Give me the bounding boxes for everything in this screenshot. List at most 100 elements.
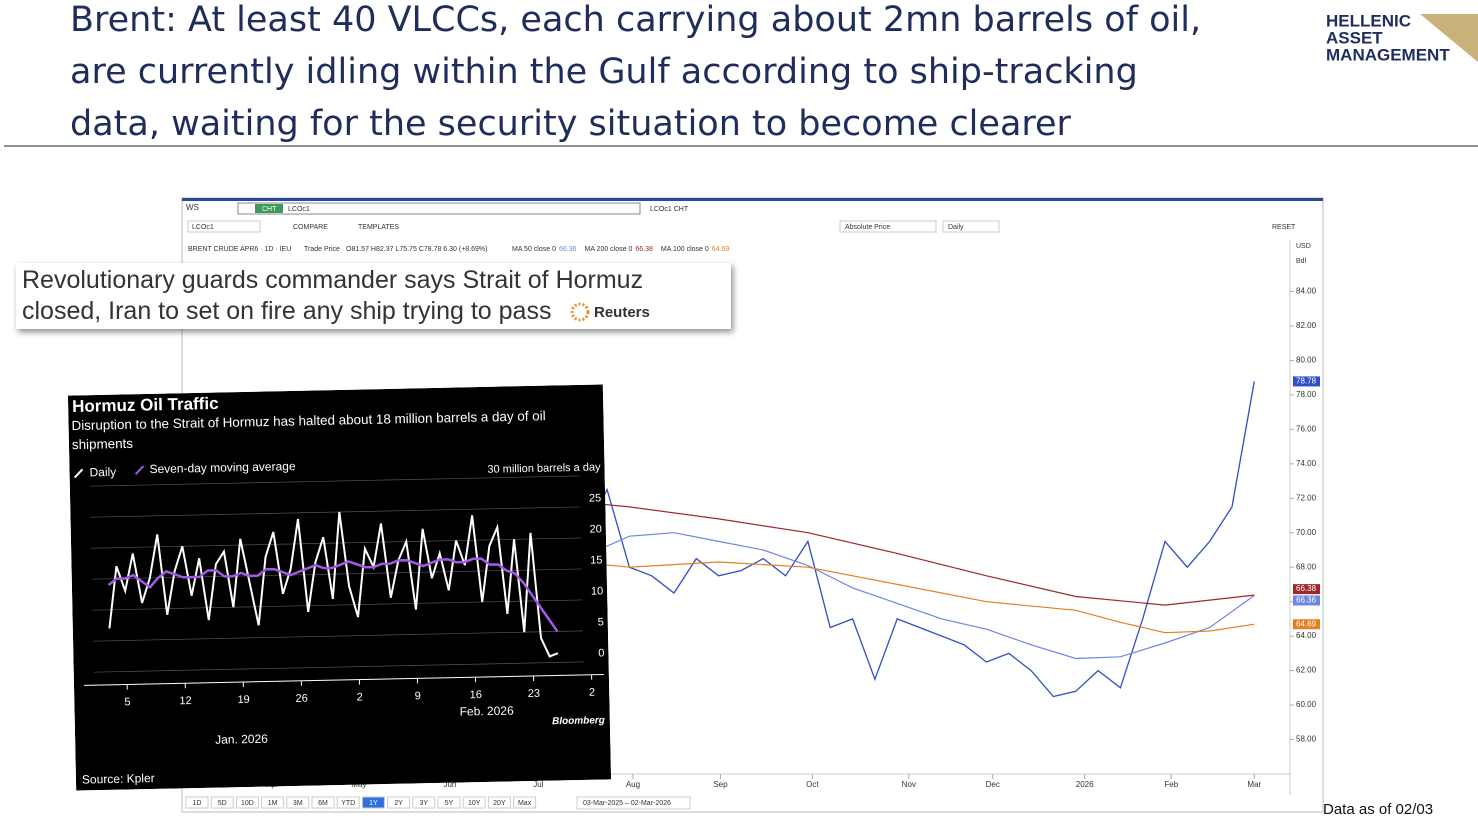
range-button[interactable] — [462, 796, 486, 809]
range-label: 1Y — [369, 800, 378, 807]
range-button[interactable] — [361, 796, 385, 809]
y-tick-label: 64.00 — [1296, 631, 1317, 640]
x-tick-label: Oct — [806, 780, 819, 789]
x-tick-label: 26 — [295, 693, 307, 705]
tab[interactable]: WS — [186, 203, 199, 212]
logo-text: MANAGEMENT — [1326, 45, 1450, 64]
series-line — [540, 558, 1255, 634]
button[interactable]: COMPARE — [293, 224, 328, 231]
legend-swatch — [134, 465, 145, 475]
y-tick-label: 62.00 — [1296, 666, 1317, 675]
x-tick-label: 2 — [357, 691, 363, 703]
chart-title: Hormuz Oil Traffic — [72, 394, 219, 416]
y-tick-label: 68.00 — [1296, 562, 1317, 571]
button[interactable]: RESET — [1272, 224, 1296, 231]
tab: CHT — [262, 206, 277, 213]
range-button[interactable] — [185, 796, 209, 809]
ohlc: O81.57 H82.37 L75.75 C78.78 6.30 (+8.69%… — [346, 246, 487, 253]
x-axis — [83, 673, 604, 686]
currency: USD — [1296, 243, 1311, 250]
price-label: Trade Price — [304, 246, 340, 253]
series-line — [107, 557, 559, 633]
range-button[interactable] — [412, 796, 436, 809]
range-label: 1D — [193, 800, 202, 807]
range-label: Max — [518, 800, 532, 807]
dropdown[interactable] — [942, 220, 1000, 233]
annotation: Feb. 2026 — [459, 704, 514, 719]
range-label: 1M — [268, 800, 278, 807]
x-tick-label: Aug — [626, 780, 640, 789]
y-tick-label: 30 million barrels a day — [487, 461, 601, 475]
title-line: are currently idling within the Gulf acc… — [70, 52, 1138, 92]
range-button[interactable] — [336, 796, 360, 809]
button[interactable]: TEMPLATES — [358, 224, 399, 231]
ric: LCOc1 — [288, 206, 310, 213]
range-label: 3Y — [420, 800, 429, 807]
headline-line: Revolutionary guards commander says Stra… — [22, 266, 644, 294]
grid-line — [92, 599, 583, 611]
source: Reuters — [594, 304, 650, 321]
last-value-tag — [1293, 376, 1320, 387]
unit: Bdl — [1296, 258, 1307, 265]
date-range: 03-Mar-2025 – 02-Mar-2026 — [583, 800, 671, 807]
reuters-logo: Reuters — [570, 302, 650, 322]
source: Source: Kpler — [82, 771, 155, 787]
y-tick-label: 72.00 — [1296, 493, 1317, 502]
range-label: 10Y — [468, 800, 481, 807]
grid-line — [89, 475, 580, 487]
range-button[interactable] — [513, 796, 537, 809]
last-value-label: 66.36 — [1296, 596, 1317, 605]
range-button[interactable] — [235, 796, 259, 809]
x-tick-label: Mar — [1247, 780, 1261, 789]
chart-subtitle: shipments — [72, 436, 134, 452]
screen-topbar — [182, 198, 1323, 201]
ma-legend-name: MA 200 close 0 — [585, 246, 633, 253]
x-tick-label: Jul — [533, 780, 543, 789]
instrument: BRENT CRUDE APR6 · 1D · IEU — [188, 246, 291, 253]
y-tick-label: 78.00 — [1296, 390, 1317, 399]
cht-badge — [255, 204, 283, 213]
ma-legend-name: MA 100 close 0 — [661, 246, 709, 253]
range-button[interactable] — [437, 796, 461, 809]
range-button[interactable] — [210, 796, 234, 809]
range-button[interactable] — [487, 796, 511, 809]
grid-line — [93, 661, 584, 673]
brand: Bloomberg — [552, 715, 605, 727]
x-tick-label: 16 — [470, 689, 482, 701]
x-tick-label: Nov — [902, 780, 916, 789]
last-value-tag — [1293, 595, 1320, 606]
ma-legend-value: 66.38 — [635, 246, 653, 253]
y-tick-label: 15 — [590, 554, 602, 566]
x-tick-label: Dec — [986, 780, 1000, 789]
dropdown[interactable] — [839, 220, 937, 233]
ric: LCOc1 — [192, 224, 214, 231]
range-button[interactable] — [311, 796, 335, 809]
y-tick-label: 0 — [598, 647, 604, 659]
legend-label: Seven-day moving average — [149, 459, 296, 476]
dropdown-label: Absolute Price — [845, 224, 890, 231]
y-tick-label: 20 — [589, 523, 601, 535]
tab[interactable]: LCOc1 CHT — [650, 206, 689, 213]
x-tick-label: Jun — [443, 780, 456, 789]
hormuz-chart: Hormuz Oil Traffic Disruption to the Str… — [67, 384, 612, 791]
search-box[interactable] — [237, 202, 641, 215]
chart-background — [67, 384, 612, 791]
y-tick-label: 58.00 — [1296, 735, 1317, 744]
range-label: 6M — [318, 800, 328, 807]
logo-text: HELLENIC — [1326, 11, 1411, 30]
range-label: 10D — [241, 800, 254, 807]
date-range-box[interactable] — [576, 796, 691, 810]
range-button[interactable] — [286, 796, 310, 809]
logo-mark — [1420, 14, 1478, 62]
last-value-tag — [1293, 584, 1320, 595]
logo-text: ASSET — [1326, 28, 1383, 47]
last-value-label: 64.69 — [1296, 619, 1317, 628]
ric-box[interactable] — [187, 220, 261, 233]
headline-line: closed, Iran to set on fire any ship try… — [22, 296, 725, 327]
range-button[interactable] — [261, 796, 285, 809]
grid-line — [93, 630, 583, 642]
x-tick-label: 23 — [528, 688, 540, 700]
grid-line — [90, 506, 581, 518]
range-button[interactable] — [387, 796, 411, 809]
y-tick-label: 74.00 — [1296, 459, 1317, 468]
